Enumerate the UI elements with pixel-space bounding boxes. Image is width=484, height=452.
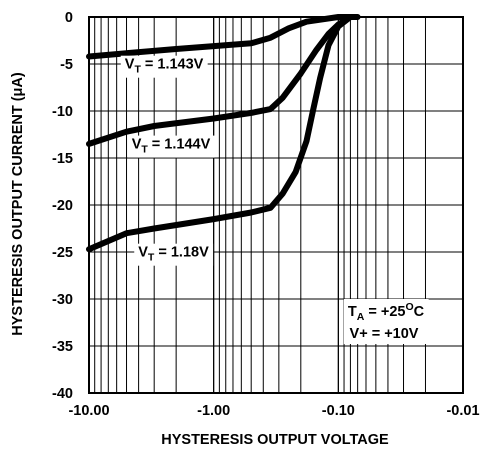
x-tick-label: -10.00 xyxy=(68,403,109,419)
y-tick-label: -40 xyxy=(52,386,73,402)
supply-voltage-label: V+ = +10V xyxy=(350,326,419,342)
series-label: VT = 1.18V xyxy=(134,243,214,266)
series-label-background xyxy=(120,55,208,78)
series-lines xyxy=(86,14,361,253)
y-tick-label: -10 xyxy=(52,104,73,120)
series-line xyxy=(86,14,361,60)
x-tick-label: -0.10 xyxy=(322,403,355,419)
y-axis-title: HYSTERESIS OUTPUT CURRENT (μA) xyxy=(10,72,26,336)
y-tick-label: -20 xyxy=(52,198,73,214)
conditions-annotation: TA = +25OC V+ = +10V xyxy=(343,299,429,344)
x-tick-label: -0.01 xyxy=(446,403,479,419)
series-label-text: VT = 1.144V xyxy=(132,137,211,156)
y-tick-label: -15 xyxy=(52,151,73,167)
series-label: VT = 1.143V xyxy=(120,55,208,78)
temperature-label: TA = +25OC xyxy=(348,301,425,323)
series-label-background xyxy=(127,135,215,158)
tick-labels: 0 -5 -10 -15 -20 -25 -30 -35 -40-10.00 -1.00 -0.10… xyxy=(52,10,480,419)
y-tick-label: -25 xyxy=(52,245,73,261)
plot-frame xyxy=(88,16,464,394)
series-label-text: VT = 1.143V xyxy=(125,57,204,76)
series-labels: VT = 1.143V VT = 1.144V VT = 1.18V TA = +25… xyxy=(120,55,429,344)
y-tick-label: -5 xyxy=(60,57,73,73)
y-tick-label: -30 xyxy=(52,292,73,308)
series-line xyxy=(86,14,354,147)
x-tick-label: -1.00 xyxy=(197,403,230,419)
y-tick-label: -35 xyxy=(52,339,73,355)
conditions-background xyxy=(343,299,429,344)
series-line xyxy=(86,14,354,253)
x-axis-title: HYSTERESIS OUTPUT VOLTAGE xyxy=(161,432,389,448)
plot-border xyxy=(88,16,464,394)
y-tick-label: 0 xyxy=(65,10,73,26)
series-label-background xyxy=(134,243,214,266)
series-label-text: VT = 1.18V xyxy=(138,245,209,264)
series-label: VT = 1.144V xyxy=(127,135,215,158)
